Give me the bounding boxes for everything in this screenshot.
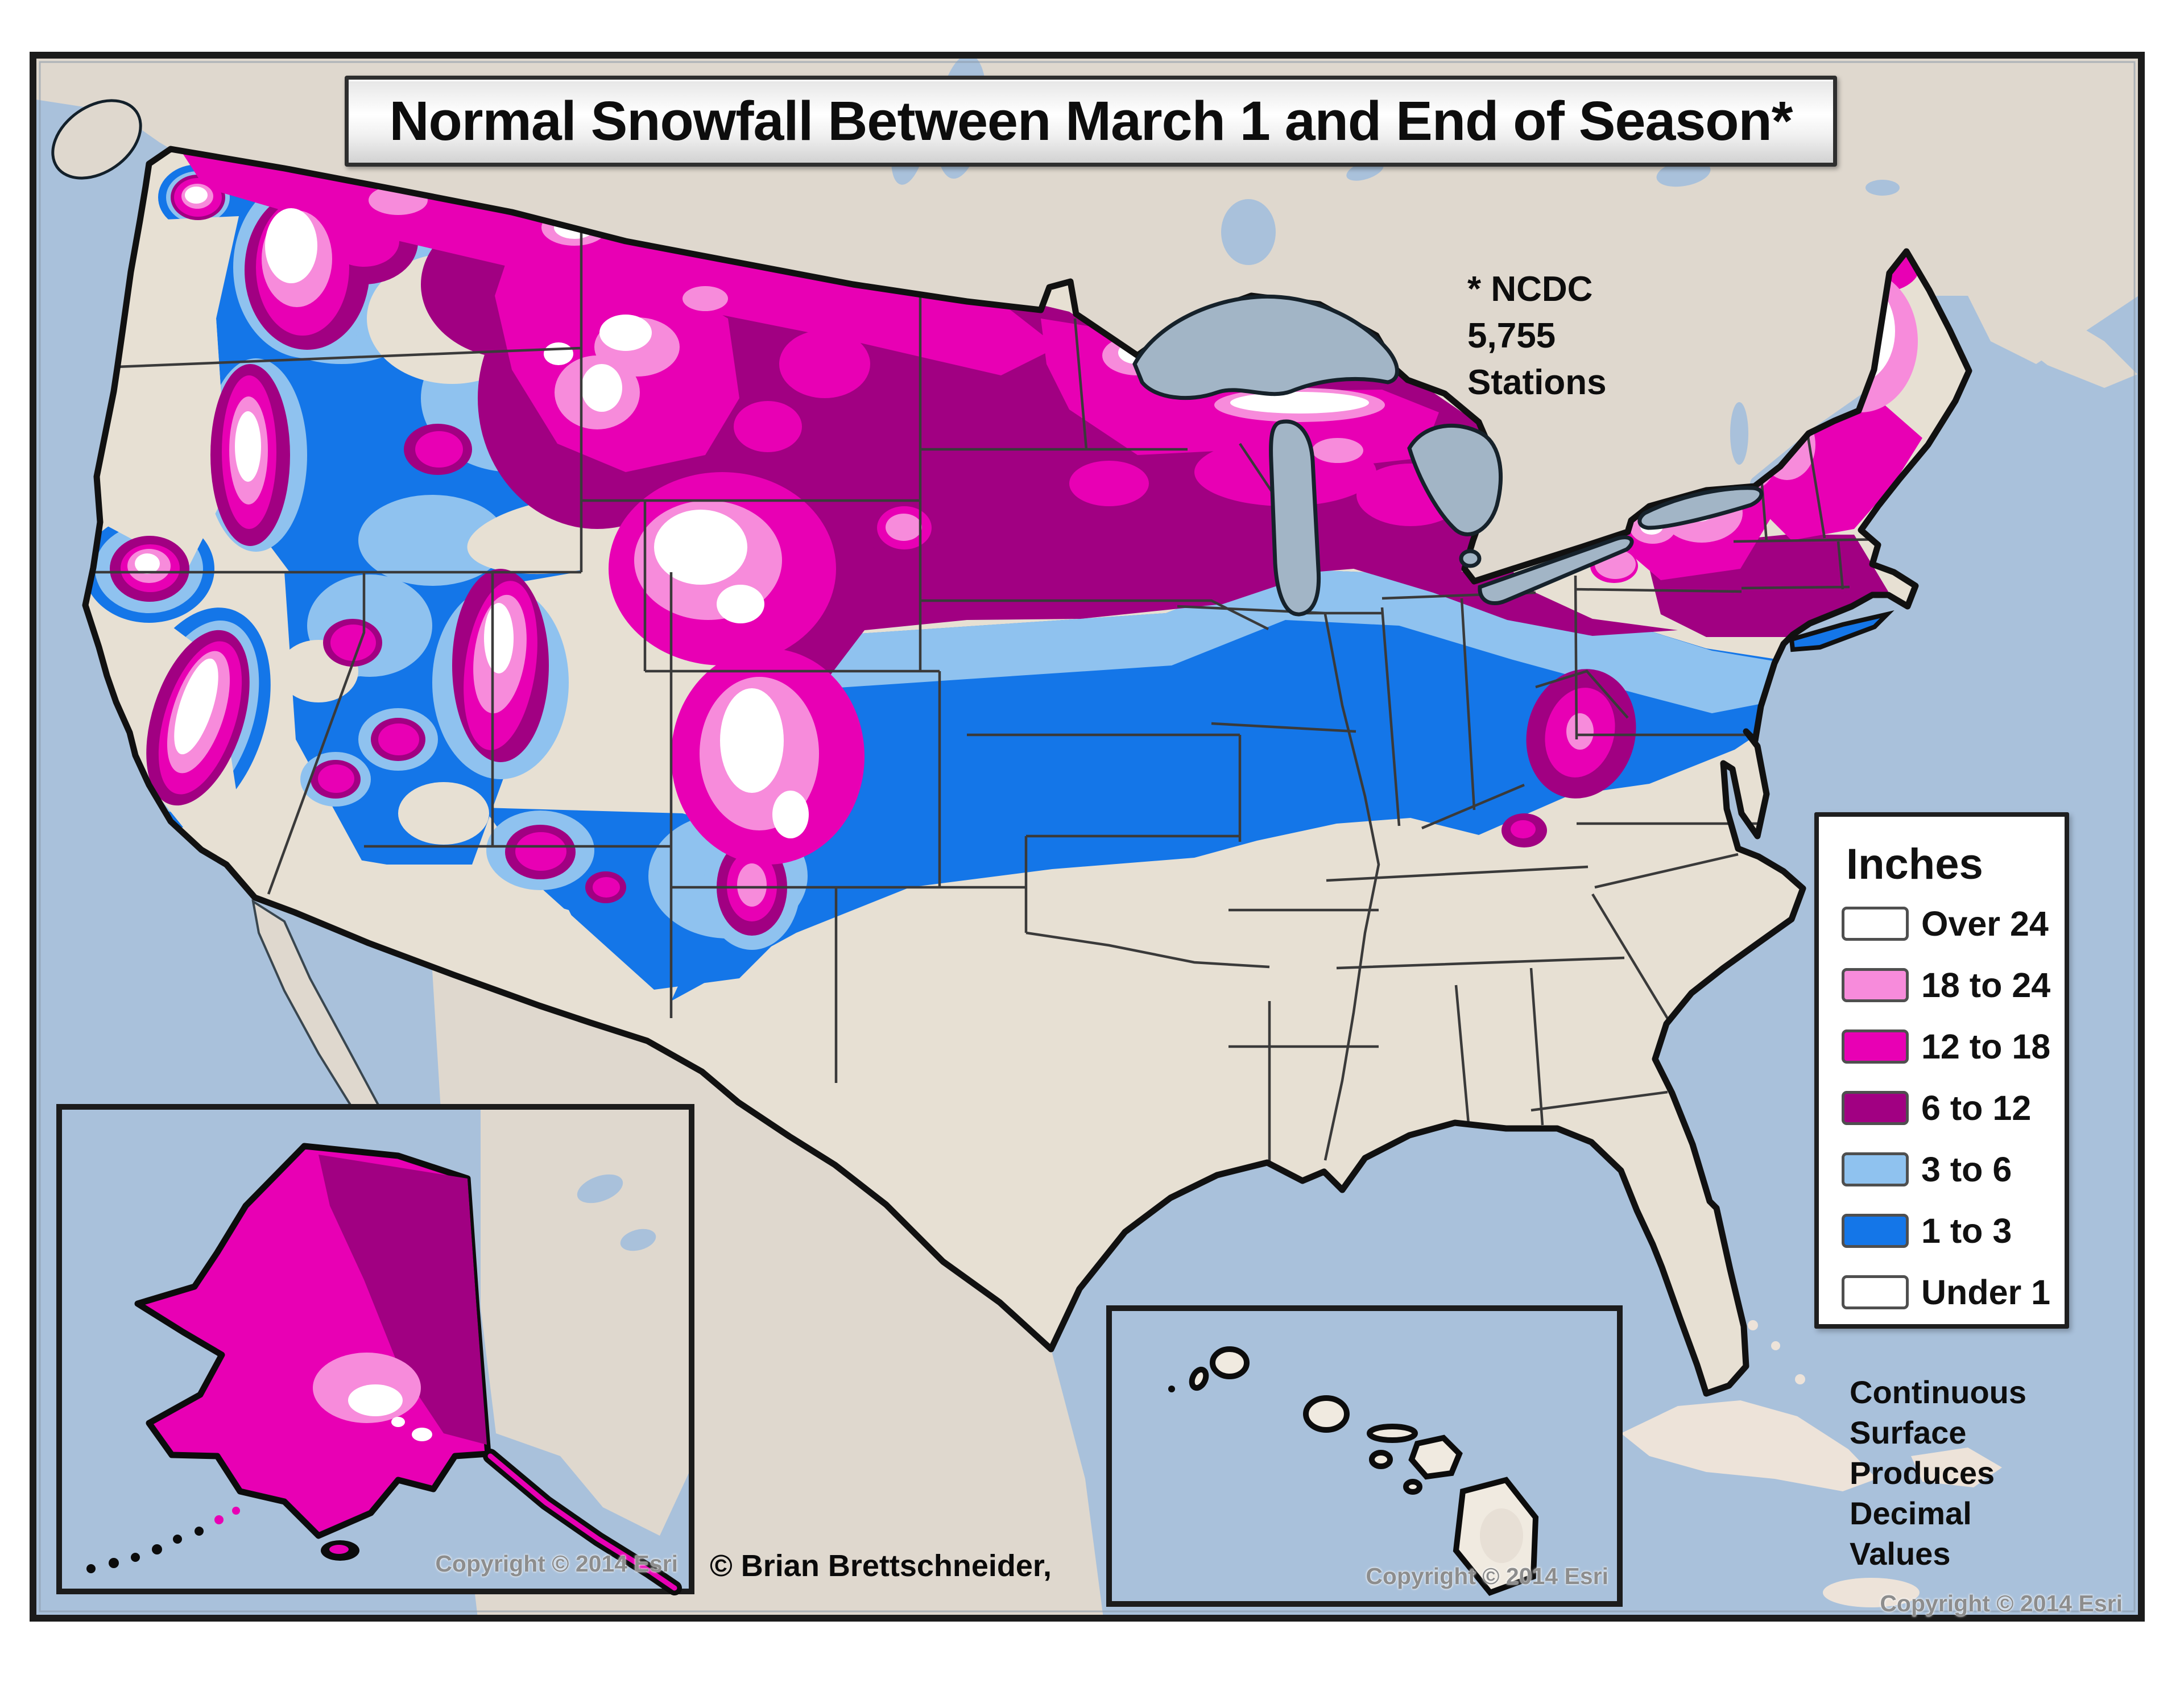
legend-label: Over 24: [1921, 904, 2049, 943]
nova-scotia: [1991, 296, 2137, 388]
lake-erie: [1478, 535, 1634, 605]
esri-copyright-alaska: Copyright © 2014 Esri: [435, 1550, 678, 1577]
ncdc-stations-note: * NCDC 5,755 Stations: [1467, 270, 1607, 402]
legend-label: 3 to 6: [1921, 1150, 2012, 1189]
alaska-inset-canada: [481, 1110, 689, 1536]
legend-label: 18 to 24: [1921, 966, 2051, 1004]
legend-item: 6 to 12: [1842, 1088, 2065, 1128]
legend: Inches Over 24 18 to 24 12 to 18 6 to 12…: [1814, 812, 2069, 1329]
legend-swatch-under-1: [1842, 1275, 1909, 1309]
legend-swatch-12-to-18: [1842, 1029, 1909, 1064]
alaska-inset: [56, 1104, 694, 1595]
lake-huron: [1407, 423, 1503, 536]
legend-title: Inches: [1846, 840, 1983, 888]
map-title-bar: Normal Snowfall Between March 1 and End …: [345, 76, 1837, 167]
legend-swatch-over-24: [1842, 907, 1909, 941]
legend-item: 18 to 24: [1842, 965, 2065, 1005]
hawaii-inset: [1106, 1305, 1623, 1607]
legend-item: Under 1: [1842, 1272, 2065, 1312]
continuous-surface-note: Continuous Surface Produces Decimal Valu…: [1850, 1374, 2027, 1572]
lake-ontario: [1637, 486, 1764, 530]
aleutian-islands: [86, 1527, 204, 1573]
esri-copyright-main: Copyright © 2014 Esri: [1880, 1590, 2123, 1616]
map-title: Normal Snowfall Between March 1 and End …: [389, 90, 1793, 152]
author-credit: © Brian Brettschneider,: [710, 1549, 1052, 1583]
oahu-island: [1303, 1395, 1350, 1433]
legend-label: Under 1: [1921, 1273, 2051, 1312]
kauai-island: [1210, 1346, 1250, 1379]
legend-swatch-18-to-24: [1842, 968, 1909, 1002]
legend-item: 1 to 3: [1842, 1211, 2065, 1251]
legend-label: 1 to 3: [1921, 1212, 2012, 1250]
legend-item: 3 to 6: [1842, 1150, 2065, 1189]
niihau-island: [1189, 1366, 1209, 1391]
molokai-island: [1367, 1424, 1418, 1443]
cuba-caribbean: [1621, 1299, 2002, 1607]
long-island: [1789, 610, 1895, 652]
legend-item: 12 to 18: [1842, 1027, 2065, 1066]
great-lakes: [1132, 294, 1764, 617]
legend-swatch-1-to-3: [1842, 1214, 1909, 1248]
legend-item: Over 24: [1842, 904, 2065, 944]
jamaica: [1823, 1578, 1920, 1607]
legend-swatch-6-to-12: [1842, 1091, 1909, 1125]
lake-superior: [1132, 294, 1399, 400]
map-frame-border: [30, 52, 2145, 1622]
lake-st-clair: [1459, 549, 1482, 568]
legend-swatch-3-to-6: [1842, 1152, 1909, 1186]
contour-over-24: [135, 187, 1895, 838]
maui-island: [1408, 1434, 1463, 1480]
lanai-island: [1369, 1450, 1393, 1469]
us-outline: [82, 146, 1972, 1397]
hispaniola: [1911, 1448, 2002, 1487]
kahoolawe-island: [1403, 1479, 1422, 1495]
legend-label: 6 to 12: [1921, 1089, 2032, 1127]
lake-michigan: [1269, 419, 1321, 617]
legend-label: 12 to 18: [1921, 1027, 2051, 1066]
esri-copyright-hawaii: Copyright © 2014 Esri: [1366, 1563, 1608, 1589]
vancouver-island: [51, 99, 142, 180]
